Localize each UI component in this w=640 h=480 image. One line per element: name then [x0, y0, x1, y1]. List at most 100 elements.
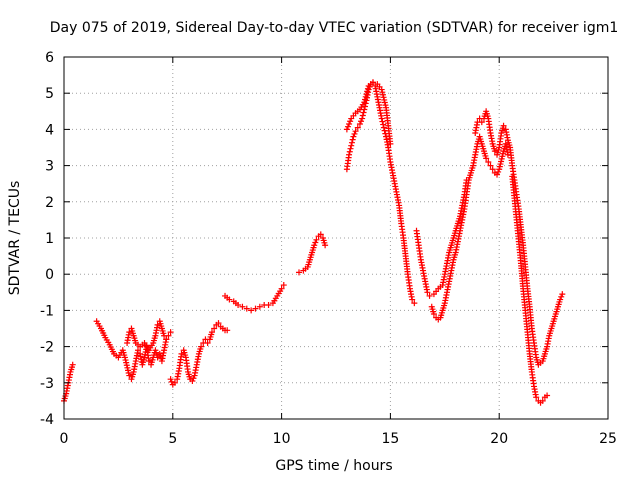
data-point	[359, 115, 366, 122]
data-point	[364, 85, 371, 92]
data-point	[559, 291, 566, 298]
grid	[64, 57, 608, 419]
data-point	[544, 392, 551, 399]
y-tick-label: -1	[40, 303, 54, 319]
data-point	[539, 397, 546, 404]
data-point	[387, 140, 394, 147]
x-tick-label: 20	[490, 431, 508, 447]
data-point	[346, 148, 353, 155]
axis-ticks: 0 5 10 15 20 25 -4 -3 -2 -1 0 1 2 3 4 5 6	[40, 50, 617, 447]
data-point	[168, 378, 175, 385]
data-point	[126, 372, 133, 379]
data-point	[252, 305, 259, 312]
data-point	[161, 332, 168, 339]
data-point	[380, 124, 387, 131]
data-point	[494, 171, 501, 178]
data-point	[364, 88, 371, 95]
data-point	[500, 122, 507, 129]
data-point	[557, 296, 564, 303]
x-axis-label: GPS time / hours	[275, 458, 392, 474]
data-point	[483, 155, 490, 162]
y-tick-label: -3	[40, 376, 54, 392]
data-point	[204, 339, 211, 346]
x-tick-label: 5	[168, 431, 177, 447]
data-point	[248, 307, 255, 314]
data-point	[189, 377, 196, 384]
data-point	[226, 296, 233, 303]
data-point	[378, 115, 385, 122]
data-point	[348, 139, 355, 146]
data-point	[350, 133, 357, 140]
data-point	[347, 145, 354, 152]
data-point	[351, 130, 358, 137]
data-point	[348, 142, 355, 149]
data-point	[349, 136, 356, 143]
data-point	[296, 269, 303, 276]
data-point	[126, 329, 133, 336]
data-point	[346, 151, 353, 158]
data-point	[347, 118, 354, 125]
data-point	[312, 239, 319, 246]
data-point	[346, 120, 353, 127]
data-point	[215, 320, 222, 327]
data-point	[380, 121, 387, 128]
chart-title: Day 075 of 2019, Sidereal Day-to-day VTE…	[50, 20, 619, 36]
data-point	[278, 285, 285, 292]
data-point	[211, 325, 218, 332]
data-point	[134, 347, 141, 354]
data-point	[163, 336, 170, 343]
data-point	[343, 126, 350, 133]
data-point	[362, 100, 369, 107]
data-point	[178, 350, 185, 357]
data-point	[478, 119, 485, 126]
data-point	[352, 128, 359, 135]
data-point	[167, 329, 174, 336]
data-point	[190, 375, 197, 382]
data-point	[379, 118, 386, 125]
data-point	[358, 118, 365, 125]
data-point	[361, 99, 368, 106]
y-tick-label: 1	[45, 231, 54, 247]
y-tick-label: 0	[45, 267, 54, 283]
data-point	[243, 305, 250, 312]
y-tick-label: -2	[40, 340, 54, 356]
x-tick-label: 25	[599, 431, 617, 447]
data-point	[424, 289, 431, 296]
data-point	[426, 292, 433, 299]
y-tick-label: 5	[45, 86, 54, 102]
data-point	[369, 79, 376, 86]
data-point	[198, 343, 205, 350]
data-point	[280, 282, 287, 289]
y-tick-label: -4	[40, 412, 54, 428]
data-point	[409, 296, 416, 303]
data-point	[256, 303, 263, 310]
data-point	[154, 321, 161, 328]
data-point	[558, 293, 565, 300]
data-point	[224, 327, 231, 334]
data-point	[354, 124, 361, 131]
data-point	[356, 120, 363, 127]
data-point	[322, 242, 329, 249]
data-point	[362, 93, 369, 100]
data-point	[311, 242, 318, 249]
data-point	[154, 354, 161, 361]
y-axis-label: SDTVAR / TECUs	[7, 181, 23, 296]
data-point	[491, 148, 498, 155]
data-point	[362, 96, 369, 103]
x-tick-label: 15	[381, 431, 399, 447]
data-point	[411, 300, 418, 307]
data-point	[317, 231, 324, 238]
x-tick-label: 10	[273, 431, 291, 447]
y-tick-label: 4	[45, 122, 54, 138]
data-point	[313, 236, 320, 243]
data-point	[145, 358, 152, 365]
data-point	[235, 301, 242, 308]
data-point	[495, 168, 502, 175]
data-point	[265, 301, 272, 308]
data-point	[208, 329, 215, 336]
data-point	[533, 394, 540, 401]
data-points	[61, 79, 566, 406]
data-point	[489, 166, 496, 173]
data-point	[485, 158, 492, 165]
